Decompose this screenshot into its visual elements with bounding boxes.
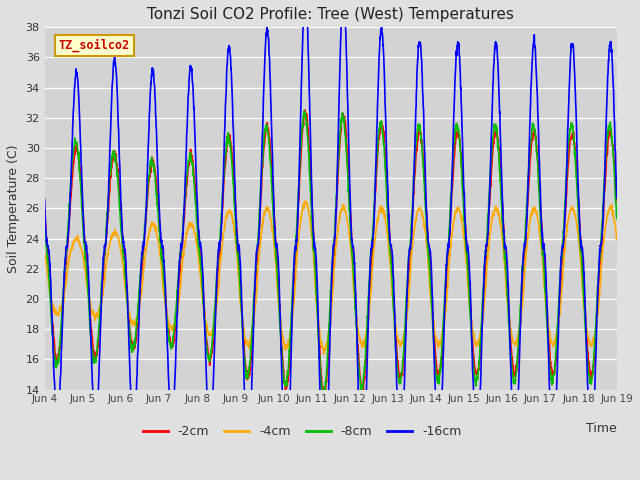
Y-axis label: Soil Temperature (C): Soil Temperature (C) bbox=[7, 144, 20, 273]
Text: Time: Time bbox=[586, 422, 617, 435]
Legend: -2cm, -4cm, -8cm, -16cm: -2cm, -4cm, -8cm, -16cm bbox=[138, 420, 467, 443]
Title: Tonzi Soil CO2 Profile: Tree (West) Temperatures: Tonzi Soil CO2 Profile: Tree (West) Temp… bbox=[147, 7, 514, 22]
Text: TZ_soilco2: TZ_soilco2 bbox=[59, 39, 130, 52]
